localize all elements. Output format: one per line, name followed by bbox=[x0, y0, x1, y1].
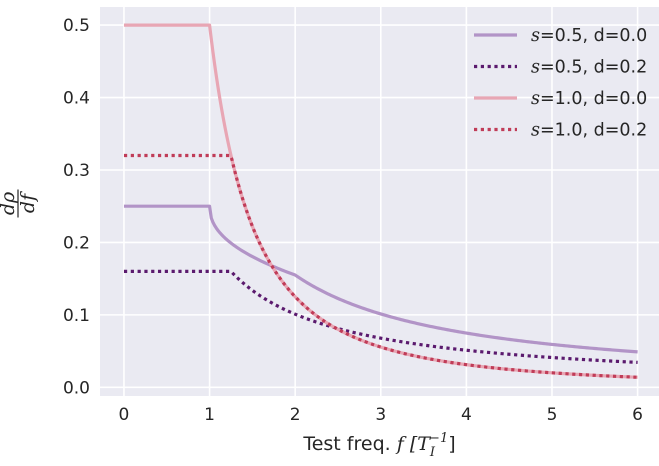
x-tick-label: 4 bbox=[461, 405, 472, 425]
x-tick-label: 2 bbox=[290, 405, 301, 425]
y-tick-label: 0.4 bbox=[63, 89, 90, 109]
ticks: 0 1 2 3 4 5 6 0.0 0.1 0.2 0.3 0.4 0.5 bbox=[63, 16, 643, 425]
legend-rest: =1.0, d=0.2 bbox=[540, 121, 647, 141]
series-line-0 bbox=[123, 204, 638, 354]
plot-area bbox=[100, 7, 659, 396]
x-tick-label: 3 bbox=[375, 405, 386, 425]
x-axis-label-sub: I bbox=[429, 445, 436, 460]
x-tick-label: 5 bbox=[547, 405, 558, 425]
legend-label-2: s=1.0, d=0.0 bbox=[531, 89, 647, 109]
grid bbox=[100, 7, 659, 396]
legend-var: s bbox=[531, 26, 540, 46]
x-axis-label-unit: [T bbox=[410, 433, 431, 455]
legend-rest: =0.5, d=0.2 bbox=[540, 58, 647, 78]
legend: s=0.5, d=0.0s=0.5, d=0.2s=1.0, d=0.0s=1.… bbox=[474, 26, 647, 141]
y-tick-label: 0.2 bbox=[63, 233, 90, 253]
x-tick-label: 6 bbox=[632, 405, 643, 425]
y-axis-label-numerator: dρ bbox=[0, 191, 19, 215]
x-axis-label: Test freq. f [TI−1] bbox=[302, 431, 455, 460]
y-axis-label-denominator: df bbox=[17, 191, 39, 213]
legend-var: s bbox=[531, 89, 540, 109]
legend-label-3: s=1.0, d=0.2 bbox=[531, 121, 647, 141]
series-line-1 bbox=[123, 269, 638, 364]
y-tick-label: 0.3 bbox=[63, 161, 90, 181]
x-tick-label: 0 bbox=[119, 405, 130, 425]
legend-var: s bbox=[531, 121, 540, 141]
series-line-3 bbox=[123, 153, 638, 379]
y-tick-label: 0.0 bbox=[63, 378, 90, 398]
series-layer bbox=[123, 23, 638, 379]
x-axis-label-sup: −1 bbox=[429, 431, 448, 446]
legend-var: s bbox=[531, 58, 540, 78]
x-axis-label-prefix: Test freq. bbox=[302, 433, 396, 455]
legend-rest: =1.0, d=0.0 bbox=[540, 89, 647, 109]
y-tick-label: 0.5 bbox=[63, 16, 90, 36]
y-tick-label: 0.1 bbox=[63, 306, 90, 326]
legend-label-1: s=0.5, d=0.2 bbox=[531, 58, 647, 78]
legend-rest: =0.5, d=0.0 bbox=[540, 26, 647, 46]
y-axis-label: dρ df bbox=[0, 189, 39, 218]
x-tick-label: 1 bbox=[204, 405, 215, 425]
x-axis-label-var: f bbox=[395, 433, 407, 455]
x-axis-label-close: ] bbox=[448, 433, 455, 455]
legend-label-0: s=0.5, d=0.0 bbox=[531, 26, 647, 46]
